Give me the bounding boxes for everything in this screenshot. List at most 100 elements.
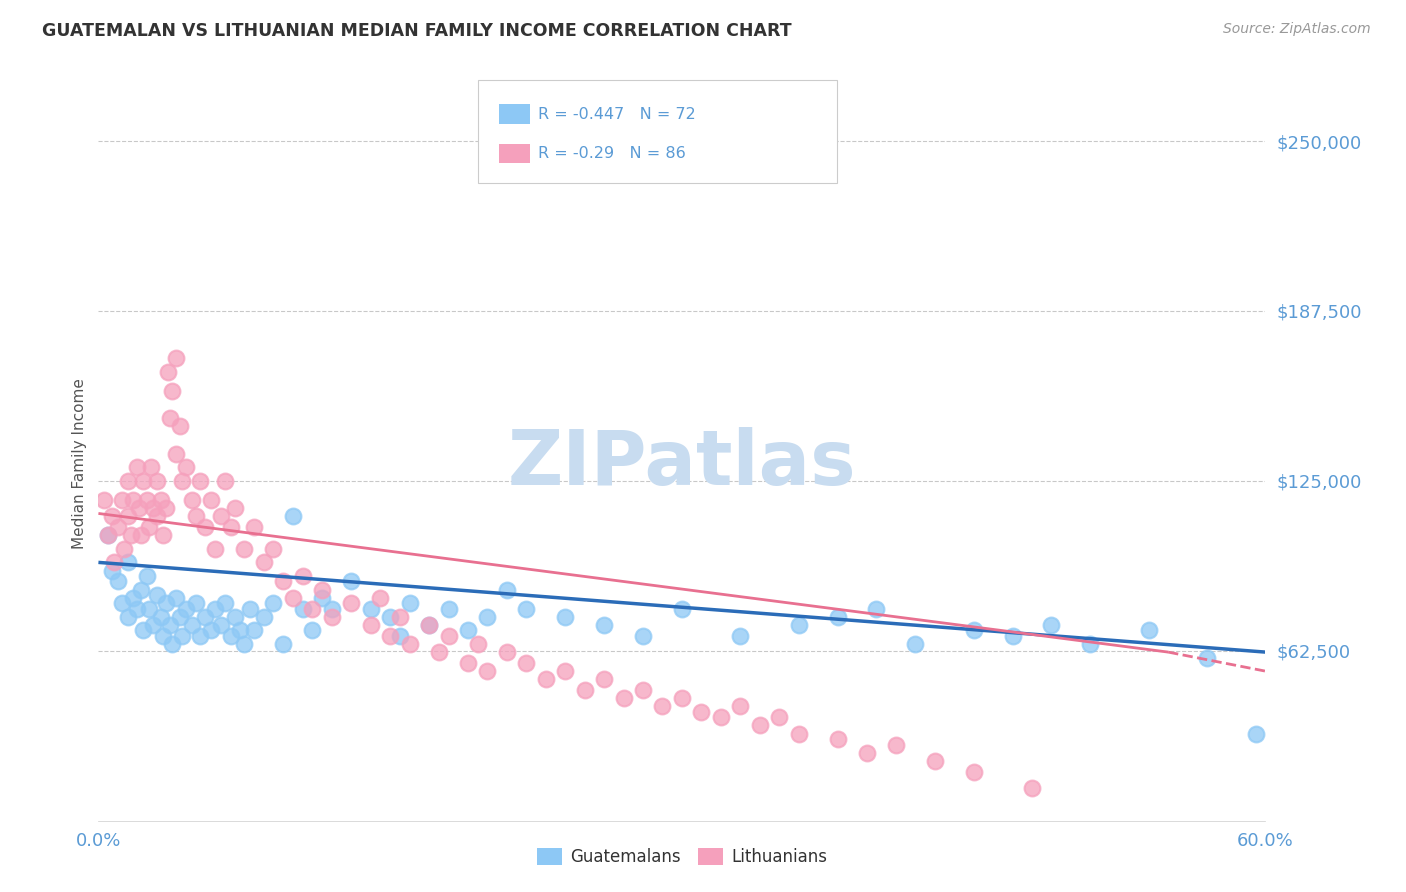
Point — [93, 492, 115, 507]
Point — [165, 351, 187, 366]
Point — [311, 591, 333, 605]
Point — [593, 673, 616, 687]
Point — [180, 618, 202, 632]
Point — [214, 596, 236, 610]
Point — [884, 738, 907, 752]
Point — [162, 384, 184, 398]
Point — [142, 501, 165, 516]
Point — [865, 601, 887, 615]
Point — [194, 609, 217, 624]
Point — [321, 601, 343, 615]
Point — [924, 754, 946, 768]
Point — [117, 609, 139, 624]
Point — [117, 474, 139, 488]
Point — [1001, 629, 1024, 643]
Point — [1040, 618, 1063, 632]
Point — [301, 624, 323, 638]
Point — [388, 609, 411, 624]
Point — [768, 710, 790, 724]
Point — [129, 582, 152, 597]
Point — [169, 419, 191, 434]
Point — [142, 618, 165, 632]
Point — [398, 596, 420, 610]
Point — [209, 509, 232, 524]
Point — [690, 705, 713, 719]
Point — [152, 629, 174, 643]
Point — [97, 528, 120, 542]
Point — [224, 609, 246, 624]
Point — [146, 509, 169, 524]
Point — [554, 664, 576, 678]
Point — [233, 541, 256, 556]
Point — [180, 492, 202, 507]
Point — [855, 746, 877, 760]
Text: GUATEMALAN VS LITHUANIAN MEDIAN FAMILY INCOME CORRELATION CHART: GUATEMALAN VS LITHUANIAN MEDIAN FAMILY I… — [42, 22, 792, 40]
Point — [291, 601, 314, 615]
Point — [204, 601, 226, 615]
Point — [209, 618, 232, 632]
Point — [262, 596, 284, 610]
Point — [170, 474, 193, 488]
Point — [281, 509, 304, 524]
Point — [101, 564, 124, 578]
Point — [554, 609, 576, 624]
Point — [243, 520, 266, 534]
Point — [388, 629, 411, 643]
Y-axis label: Median Family Income: Median Family Income — [72, 378, 87, 549]
Point — [427, 645, 450, 659]
Point — [146, 588, 169, 602]
Point — [360, 618, 382, 632]
Point — [184, 509, 207, 524]
Point — [129, 528, 152, 542]
Point — [730, 629, 752, 643]
Point — [827, 732, 849, 747]
Point — [122, 591, 145, 605]
Point — [418, 618, 440, 632]
Point — [117, 509, 139, 524]
Point — [174, 460, 197, 475]
Point — [149, 609, 172, 624]
Point — [321, 609, 343, 624]
Point — [710, 710, 733, 724]
Point — [239, 601, 262, 615]
Point — [398, 637, 420, 651]
Point — [152, 528, 174, 542]
Point — [827, 609, 849, 624]
Text: ZIPatlas: ZIPatlas — [508, 427, 856, 500]
Point — [219, 520, 242, 534]
Point — [271, 637, 294, 651]
Point — [127, 460, 149, 475]
Point — [146, 474, 169, 488]
Point — [253, 555, 276, 569]
Point — [200, 492, 222, 507]
Point — [253, 609, 276, 624]
Point — [631, 683, 654, 698]
Point — [515, 656, 537, 670]
Point — [188, 474, 211, 488]
Point — [301, 601, 323, 615]
Point — [219, 629, 242, 643]
Point — [169, 609, 191, 624]
Point — [418, 618, 440, 632]
Point — [457, 624, 479, 638]
Point — [194, 520, 217, 534]
Point — [138, 520, 160, 534]
Point — [122, 492, 145, 507]
Point — [495, 582, 517, 597]
Point — [574, 683, 596, 698]
Point — [139, 460, 162, 475]
Point — [233, 637, 256, 651]
Point — [188, 629, 211, 643]
Point — [162, 637, 184, 651]
Point — [271, 574, 294, 589]
Point — [224, 501, 246, 516]
Point — [534, 673, 557, 687]
Legend: Guatemalans, Lithuanians: Guatemalans, Lithuanians — [530, 841, 834, 873]
Point — [155, 596, 177, 610]
Point — [174, 601, 197, 615]
Point — [159, 618, 181, 632]
Point — [370, 591, 392, 605]
Point — [165, 591, 187, 605]
Point — [613, 691, 636, 706]
Point — [204, 541, 226, 556]
